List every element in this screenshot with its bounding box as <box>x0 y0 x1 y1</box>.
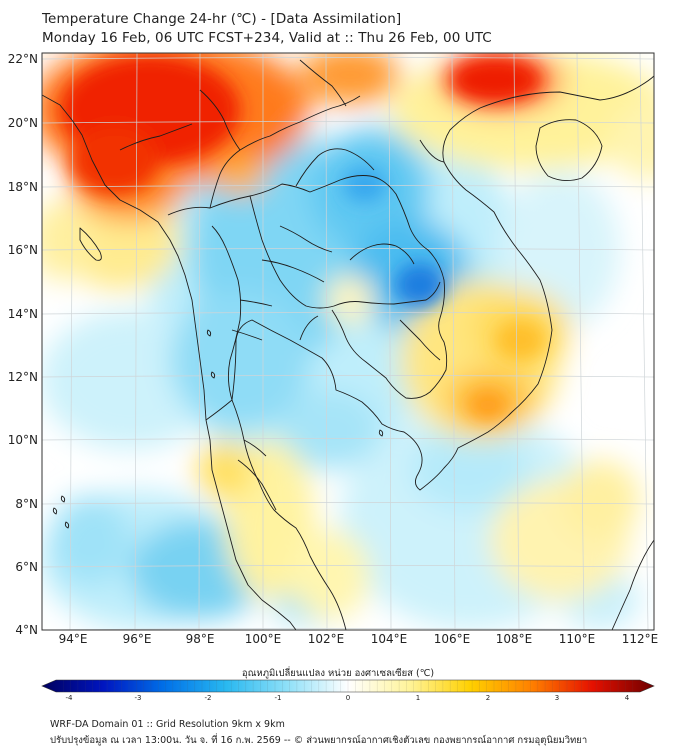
colorbar-gradient <box>41 679 655 693</box>
lat-label: 18°N <box>7 180 38 194</box>
colorbar-tick-label: 2 <box>485 694 491 702</box>
lon-label: 100°E <box>244 632 282 646</box>
temperature-field <box>42 53 654 630</box>
lat-label: 20°N <box>7 116 38 130</box>
lat-label: 8°N <box>15 497 38 511</box>
colorbar-tick-label: 1 <box>415 694 421 702</box>
lat-label: 4°N <box>15 623 38 637</box>
lat-label: 10°N <box>7 433 38 447</box>
plot-frame <box>41 52 655 631</box>
coastlines-and-borders <box>42 59 654 630</box>
colorbar-tick-label: -1 <box>274 694 282 702</box>
gridlines <box>42 53 654 630</box>
lon-label: 94°E <box>58 632 88 646</box>
lon-label: 102°E <box>307 632 345 646</box>
colorbar-title: อุณหภูมิเปลี่ยนแปลง หน่วย องศาเซลเซียส (… <box>241 668 435 679</box>
lon-label: 106°E <box>433 632 471 646</box>
colorbar-tick-label: -3 <box>134 694 142 702</box>
footer-model-info: WRF-DA Domain 01 :: Grid Resolution 9km … <box>50 719 285 730</box>
chart-title: Temperature Change 24-hr (℃) - [Data Ass… <box>42 11 402 27</box>
lat-label: 6°N <box>15 560 38 574</box>
lat-label: 22°N <box>7 52 38 66</box>
lon-label: 112°E <box>621 632 659 646</box>
lat-label: 16°N <box>7 243 38 257</box>
colorbar <box>41 679 655 693</box>
lon-label: 98°E <box>185 632 215 646</box>
lon-label: 108°E <box>495 632 533 646</box>
lon-label: 104°E <box>370 632 408 646</box>
lat-label: 12°N <box>7 370 38 384</box>
lon-label: 110°E <box>558 632 596 646</box>
lon-label: 96°E <box>122 632 152 646</box>
colorbar-tick-label: 4 <box>624 694 630 702</box>
footer-credit: ปรับปรุงข้อมูล ณ เวลา 13:00น. วัน จ. ที่… <box>50 735 588 746</box>
colorbar-tick-label: -2 <box>204 694 212 702</box>
colorbar-tick-label: 0 <box>345 694 351 702</box>
lat-label: 14°N <box>7 307 38 321</box>
chart-subtitle: Monday 16 Feb, 06 UTC FCST+234, Valid at… <box>42 30 492 46</box>
colorbar-tick-label: 3 <box>554 694 560 702</box>
colorbar-tick-label: -4 <box>65 694 73 702</box>
